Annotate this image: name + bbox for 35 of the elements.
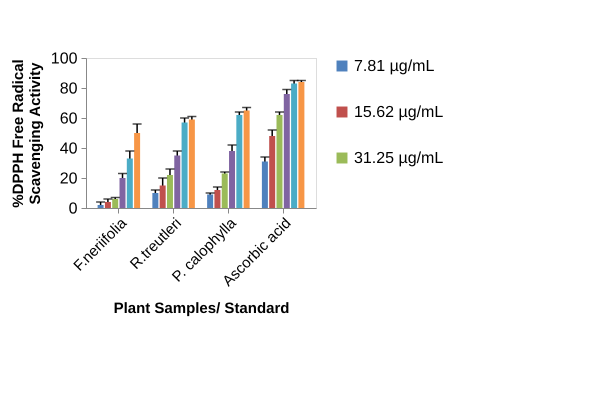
y-tick-label: 60: [60, 110, 78, 128]
y-tick-label: 20: [60, 170, 78, 188]
bar: [98, 205, 104, 208]
bar: [269, 136, 276, 208]
bar: [284, 94, 290, 208]
bar: [298, 82, 304, 208]
y-axis-title: %DPPH Free Radical Scavenging Activity: [10, 59, 44, 208]
x-axis-title: Plant Samples/ Standard: [114, 300, 290, 318]
bar: [291, 84, 298, 208]
bar: [166, 175, 173, 208]
bar: [188, 120, 195, 208]
bar: [182, 122, 188, 208]
legend-label: 31.25 µg/mL: [354, 150, 444, 167]
bar: [222, 174, 228, 208]
legend-label: 15.62 µg/mL: [354, 104, 444, 121]
bar: [160, 186, 166, 208]
y-tick-label: 40: [60, 140, 78, 158]
bar: [262, 162, 268, 208]
bar: [214, 190, 220, 208]
bar: [244, 110, 250, 208]
bar: [207, 194, 214, 208]
y-tick-label: 100: [50, 50, 78, 68]
bar: [120, 178, 126, 208]
bar: [104, 202, 111, 208]
y-tick-label: 0: [68, 200, 78, 218]
bar: [236, 115, 242, 208]
bar: [174, 156, 180, 208]
bar: [152, 193, 158, 208]
bar: [134, 133, 140, 208]
bar: [112, 199, 118, 208]
bar: [229, 151, 236, 208]
bar: [126, 158, 133, 208]
bar: [276, 115, 282, 208]
y-tick-label: 80: [60, 80, 78, 98]
legend-label: 7.81 µg/mL: [354, 58, 434, 75]
